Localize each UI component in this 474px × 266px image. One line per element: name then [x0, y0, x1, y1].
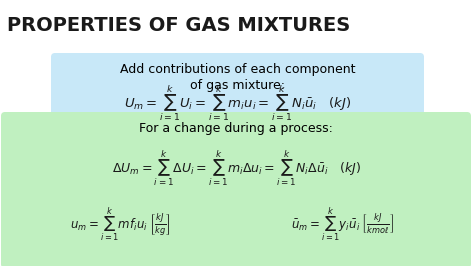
FancyBboxPatch shape	[1, 112, 471, 266]
Text: $\bar{u}_m = \sum_{i=1}^{k} y_i \bar{u}_i \;\left[\frac{kJ}{kmo\ell}\right]$: $\bar{u}_m = \sum_{i=1}^{k} y_i \bar{u}_…	[291, 205, 394, 243]
Text: PROPERTIES OF GAS MIXTURES: PROPERTIES OF GAS MIXTURES	[7, 16, 350, 35]
Text: $u_m = \sum_{i=1}^{k} mf_i u_i \;\left[\frac{kJ}{kg}\right]$: $u_m = \sum_{i=1}^{k} mf_i u_i \;\left[\…	[70, 205, 171, 243]
Text: For a change during a process:: For a change during a process:	[139, 122, 333, 135]
Text: $\Delta U_m = \sum_{i=1}^{k} \Delta U_i = \sum_{i=1}^{k} m_i \Delta u_i = \sum_{: $\Delta U_m = \sum_{i=1}^{k} \Delta U_i …	[111, 148, 360, 188]
Text: Add contributions of each component
of gas mixture:: Add contributions of each component of g…	[120, 63, 355, 92]
Text: $U_m = \sum_{i=1}^{k} U_i = \sum_{i=1}^{k} m_i u_i = \sum_{i=1}^{k} N_i \bar{u}_: $U_m = \sum_{i=1}^{k} U_i = \sum_{i=1}^{…	[124, 83, 351, 123]
FancyBboxPatch shape	[51, 53, 424, 146]
